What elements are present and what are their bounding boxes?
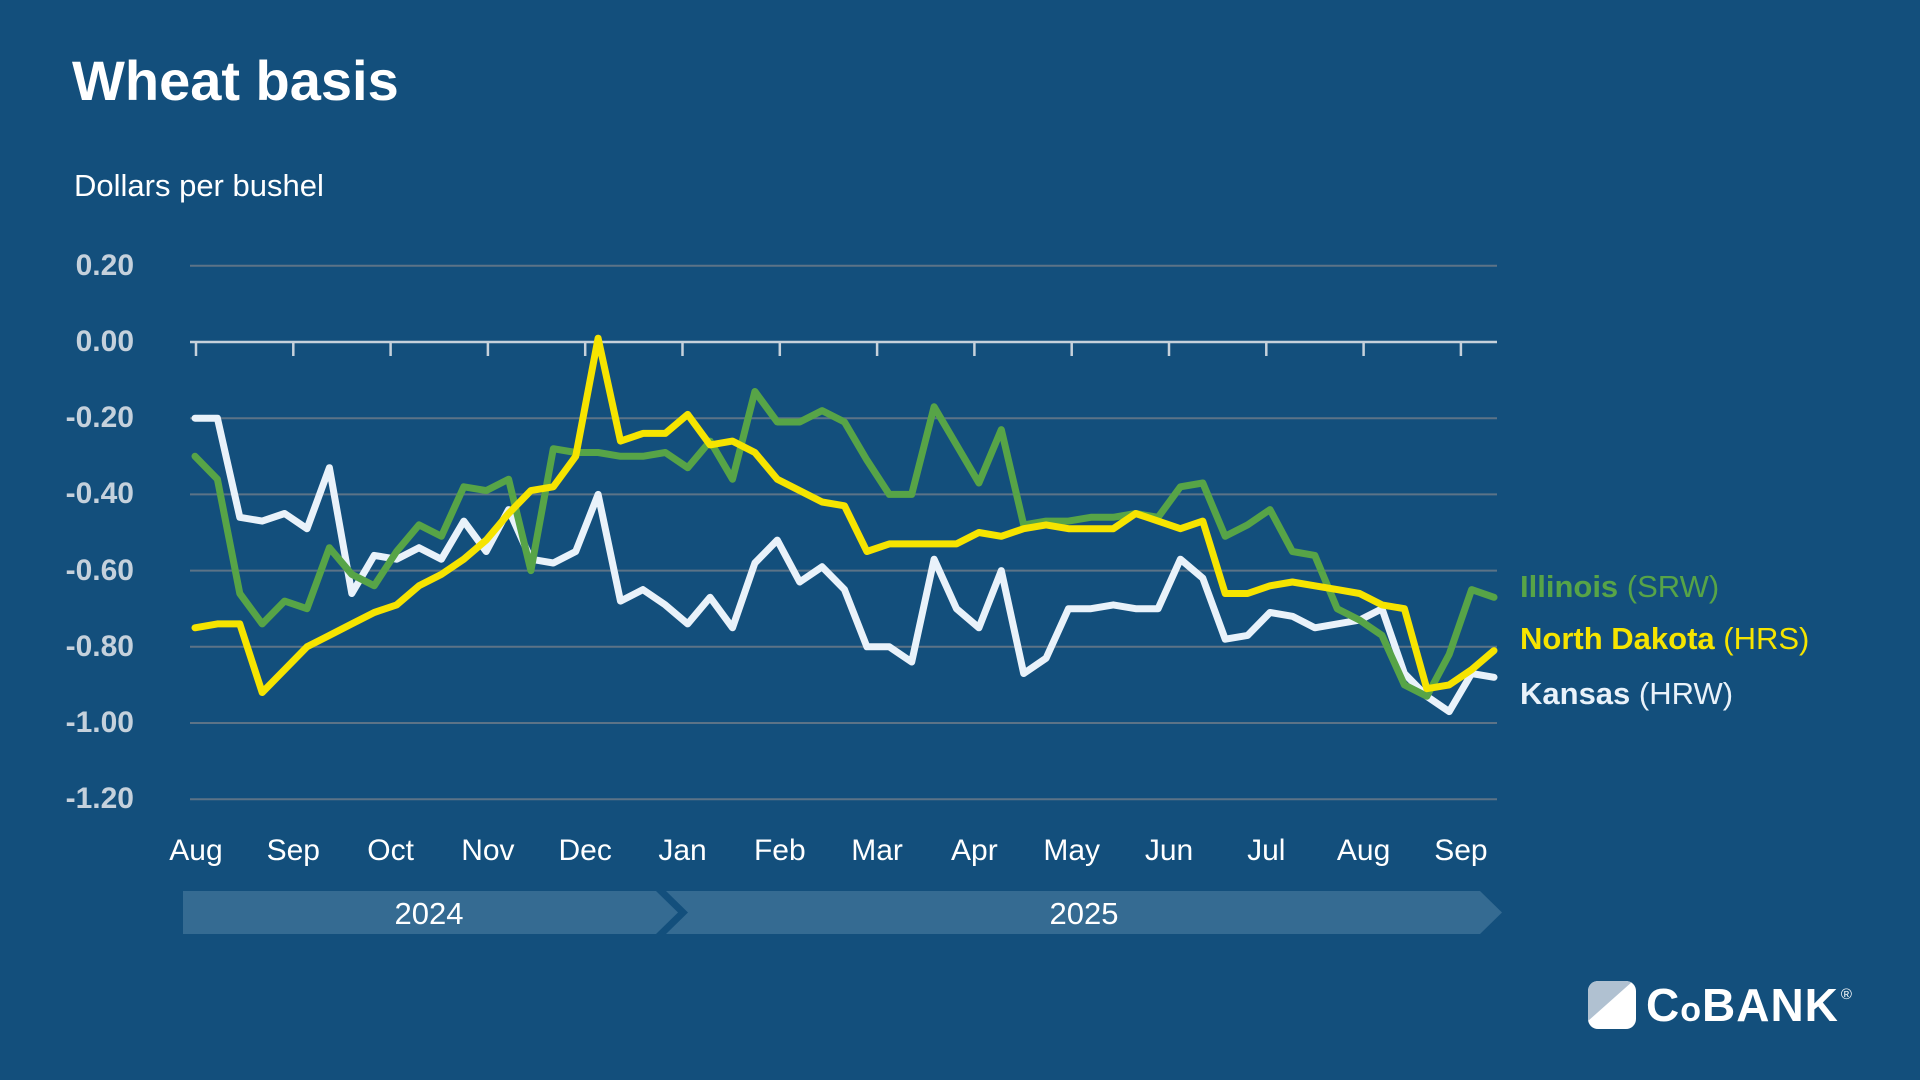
- legend-suffix-kansas: (HRW): [1630, 676, 1734, 711]
- month-label-2: Oct: [367, 834, 414, 867]
- logo-letter-c: C: [1646, 979, 1681, 1031]
- month-label-3: Nov: [461, 834, 515, 867]
- month-label-9: May: [1043, 834, 1101, 867]
- series-line-north: [191, 334, 1498, 696]
- legend-item-kansas: Kansas (HRW): [1520, 676, 1733, 712]
- y-axis-unit-label: Dollars per bushel: [74, 168, 324, 203]
- y-axis-label: -0.40: [65, 477, 134, 511]
- y-axis-label: -0.60: [65, 553, 134, 587]
- year-band-2024: [183, 891, 678, 934]
- series-line-illinois: [191, 388, 1498, 700]
- legend-item-illinois: Illinois (SRW): [1520, 569, 1719, 605]
- month-label-13: Sep: [1434, 834, 1488, 867]
- month-label-6: Feb: [753, 834, 806, 867]
- logo-letter-o: o: [1680, 991, 1703, 1029]
- year-band-label-2025: 2025: [1049, 896, 1119, 931]
- y-axis-label: 0.00: [75, 325, 134, 358]
- legend-name-north-dakota: North Dakota: [1520, 621, 1715, 656]
- page-title: Wheat basis: [72, 49, 399, 112]
- legend-name-kansas: Kansas: [1520, 676, 1631, 711]
- y-axis-label: 0.20: [75, 248, 134, 282]
- month-label-7: Mar: [851, 834, 903, 867]
- y-axis-label: -1.20: [65, 782, 134, 816]
- legend-suffix-north-dakota: (HRS): [1714, 621, 1810, 656]
- month-label-10: Jun: [1144, 834, 1194, 867]
- month-label-4: Dec: [558, 834, 612, 867]
- registered-mark: ®: [1840, 986, 1853, 1003]
- month-label-8: Apr: [951, 834, 998, 867]
- year-band-label-2024: 2024: [394, 896, 464, 931]
- legend-item-north-dakota: North Dakota (HRS): [1520, 621, 1809, 657]
- month-label-12: Aug: [1336, 834, 1391, 867]
- logo-letters-bank: BANK: [1702, 979, 1839, 1031]
- y-axis-label: -0.80: [65, 629, 134, 663]
- month-label-11: Jul: [1247, 834, 1286, 867]
- year-band-2025: [666, 891, 1502, 934]
- month-label-5: Jan: [658, 834, 707, 867]
- series-line-kansas: [191, 414, 1498, 716]
- legend-name-illinois: Illinois: [1520, 569, 1619, 604]
- month-label-0: Aug: [169, 834, 223, 867]
- month-label-1: Sep: [266, 834, 320, 867]
- cobank-shield-icon: [1588, 981, 1636, 1029]
- y-axis-label: -0.20: [65, 401, 134, 435]
- y-axis-label: -1.00: [65, 706, 134, 739]
- legend-suffix-illinois: (SRW): [1618, 569, 1720, 604]
